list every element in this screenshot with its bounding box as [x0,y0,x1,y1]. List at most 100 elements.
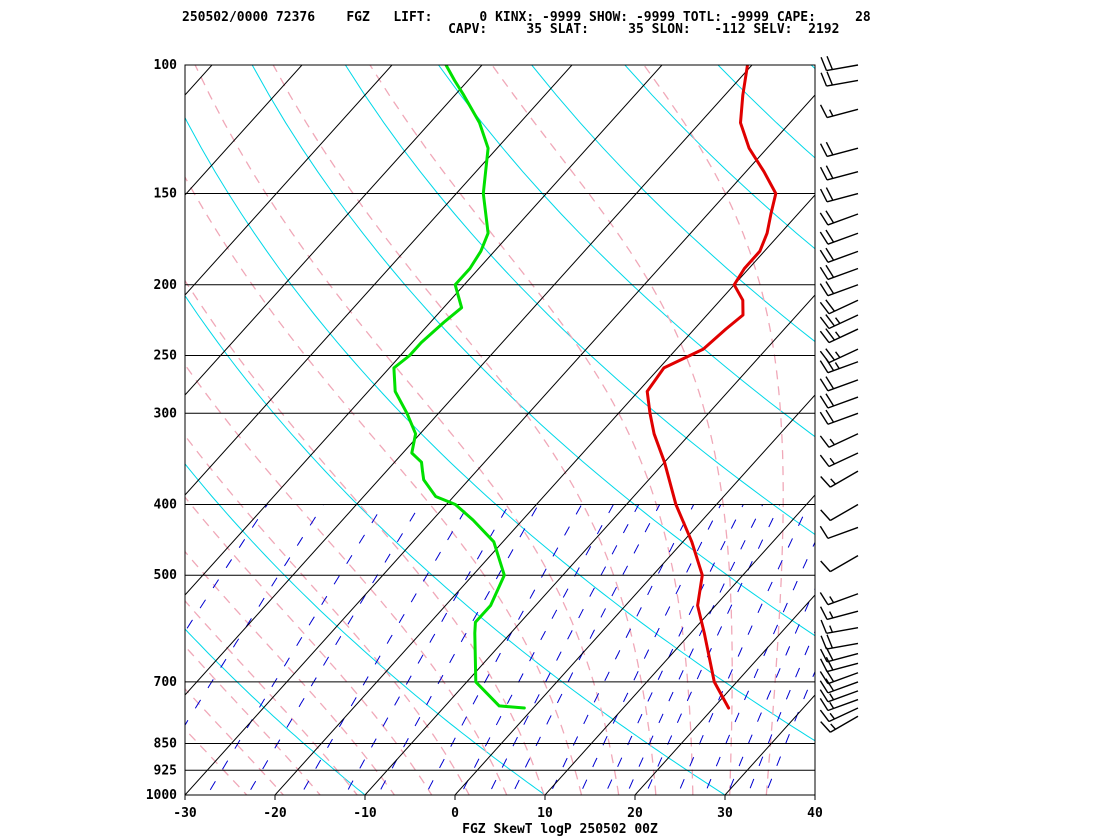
wind-barb-feather [825,328,835,341]
wind-barb [819,210,859,226]
wind-barb-feather [819,283,829,297]
dewpoint-profile [392,65,526,710]
dry-adiabat [185,794,186,795]
wind-barb-feather [825,678,835,692]
wind-barb-feather [825,187,834,201]
mixing-ratio-line [579,504,722,795]
wind-barb [819,247,859,263]
wind-barb [819,409,859,425]
wind-barb-half-feather [829,625,834,633]
wind-barb-feather [819,592,829,606]
temperature-tick-label: 30 [717,806,733,821]
dry-adiabat [185,463,546,795]
wind-barb-shaft [827,412,859,425]
wind-barb [819,678,859,694]
wind-barb-feather [819,266,829,280]
wind-barb [820,71,859,87]
wind-barb-shaft [827,232,859,245]
wind-barb-feather [819,330,830,344]
wind-barb-half-feather [830,478,837,485]
wind-barb-feather [819,680,829,694]
wind-barb-feather [819,231,829,245]
wind-barb-feather [825,314,835,327]
temperature-tick-labels: -30 -20 -10 0 10 20 30 40 [173,795,823,821]
moist-adiabat [643,65,784,795]
mixing-ratio-line [487,504,640,795]
moist-adiabat [185,645,322,795]
moist-adiabat [491,65,733,795]
moist-adiabat [185,496,433,795]
wind-barb-half-feather [829,596,835,603]
isotherm [185,65,663,596]
temperature-tick-label: 40 [807,806,823,821]
wind-barb-feather [819,411,829,425]
moist-adiabat [369,65,694,795]
wind-barb [820,634,859,650]
isotherm [185,65,393,296]
wind-barb-feather [820,72,828,87]
wind-barb-feather [819,395,829,409]
wind-barb-shaft [828,433,859,448]
dry-adiabat [185,294,726,795]
wind-barb-half-feather [834,331,841,338]
wind-barb-feather [825,165,834,179]
wind-barb-shaft [828,452,859,468]
isotherm [814,794,815,795]
mixing-ratio-line [625,504,764,795]
wind-barb [819,165,859,181]
wind-barb-shaft [828,328,859,344]
wind-barb-feather [819,658,828,672]
moist-adiabat [185,175,583,795]
wind-barb [820,619,859,634]
wind-barb-feather [820,619,828,634]
wind-barb-shaft [829,503,859,522]
wind-barb-feather [819,350,830,364]
wind-barb [820,55,859,72]
wind-barb-feather [819,454,830,467]
wind-barb-shaft [828,348,859,364]
pressure-tick-label: 925 [154,763,177,778]
wind-barb-feather [825,409,835,423]
wind-barb-feather [825,376,835,390]
wind-barb-feather [819,166,828,181]
wind-barb-half-feather [829,712,835,720]
wind-barb-half-feather [830,723,837,730]
wind-barb [819,187,859,203]
mixing-ratio-line [703,541,815,795]
temperature-tick-label: 20 [627,806,643,821]
wind-barb-shaft [827,672,859,685]
wind-barb-feather [825,299,835,312]
isotherm [274,194,815,795]
isotherm [544,494,815,795]
wind-barb-feather [819,188,828,203]
wind-barb-feather [825,141,834,156]
wind-barb-feather [820,721,831,733]
wind-barb-feather [820,635,828,650]
mixing-ratio-line [764,670,815,795]
mixing-ratio-line [746,630,815,795]
pressure-tick-label: 100 [154,58,178,73]
background-grid [185,65,815,795]
wind-barb-feather [826,634,834,649]
mixing-ratio-line [549,504,695,795]
header-line-1: 250502/0000 72376 FGZ LIFT: 0 KINX: -999… [182,10,871,25]
wind-barb [819,606,859,621]
wind-barb-feather [819,671,829,685]
dry-adiabat [810,65,815,70]
wind-barb [819,376,859,392]
moist-adiabat [185,599,359,795]
dry-adiabat [344,65,815,536]
mixing-ratio-line [644,504,781,795]
wind-barb [819,393,859,409]
wind-barb-feather [819,606,828,620]
wind-barb-feather [825,229,835,243]
wind-barb [819,229,859,245]
pressure-tick-label: 200 [154,278,178,293]
wind-barb-feather [820,57,828,71]
wind-barb [819,358,859,374]
isotherm [185,65,753,696]
mixing-ratio-line [424,504,583,795]
wind-barb-feather [825,281,835,295]
wind-barb [820,555,859,573]
pressure-tick-label: 700 [154,675,178,690]
